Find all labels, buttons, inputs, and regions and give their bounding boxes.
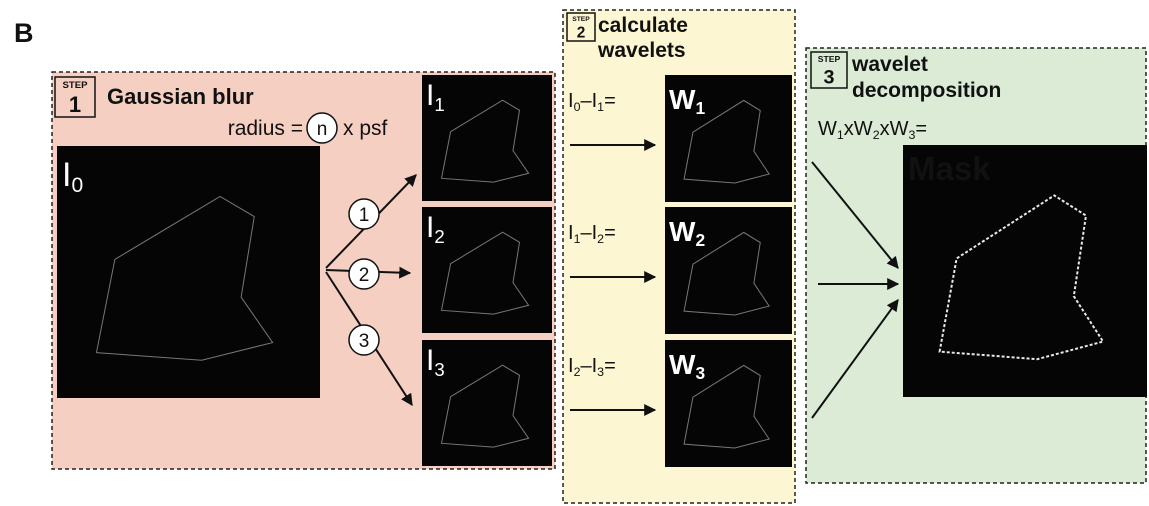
text-part: I (426, 79, 434, 112)
step-title: calculate (598, 14, 688, 37)
subscript: 2 (434, 226, 444, 247)
text-part: –I (580, 90, 597, 112)
branch-number: 1 (359, 205, 370, 226)
step-word: STEP (62, 80, 88, 91)
radius-suffix: x psf (343, 117, 388, 140)
text-part: W (669, 349, 696, 380)
text-part: = (604, 355, 616, 377)
page: {"panel_label": "B", "step1": {"step_wor… (0, 0, 1149, 506)
text-part: –I (580, 355, 597, 377)
subscript: 0 (71, 174, 83, 197)
text-part: xW (844, 118, 873, 140)
subscript: 1 (695, 98, 705, 118)
text-part: I (426, 344, 434, 377)
step-title: decomposition (852, 79, 1001, 102)
mask-label: Mask (908, 150, 991, 187)
step-title: wavelet (851, 53, 928, 76)
branch-number: 2 (359, 265, 370, 286)
text-part: W (669, 216, 696, 247)
radius-n: n (317, 119, 328, 140)
text-part: W (818, 118, 837, 140)
branch-number: 3 (359, 331, 370, 352)
step-number: 3 (823, 67, 834, 89)
step-number: 2 (577, 25, 586, 42)
subscript: 3 (434, 359, 444, 380)
subscript: 1 (434, 94, 444, 115)
subscript: 3 (695, 363, 705, 383)
step-title: wavelets (597, 39, 686, 62)
text-part: xW (880, 118, 909, 140)
step-title: Gaussian blur (107, 84, 254, 109)
text-part: W (669, 84, 696, 115)
text-part: –I (580, 222, 597, 244)
text-part: = (604, 222, 616, 244)
radius-prefix: radius = (228, 117, 303, 140)
text-part: = (604, 90, 616, 112)
subscript: 2 (695, 230, 705, 250)
text-part: I (62, 156, 71, 194)
step-word: STEP (818, 54, 841, 64)
panel-label: B (14, 18, 34, 48)
figure: B STEP1Gaussian blurradius =nx psfI0I1I2… (0, 0, 1149, 506)
step-word: STEP (572, 16, 590, 23)
text-part: = (915, 118, 927, 140)
input-image (57, 146, 320, 398)
text-part: I (426, 211, 434, 244)
step-number: 1 (69, 92, 81, 117)
